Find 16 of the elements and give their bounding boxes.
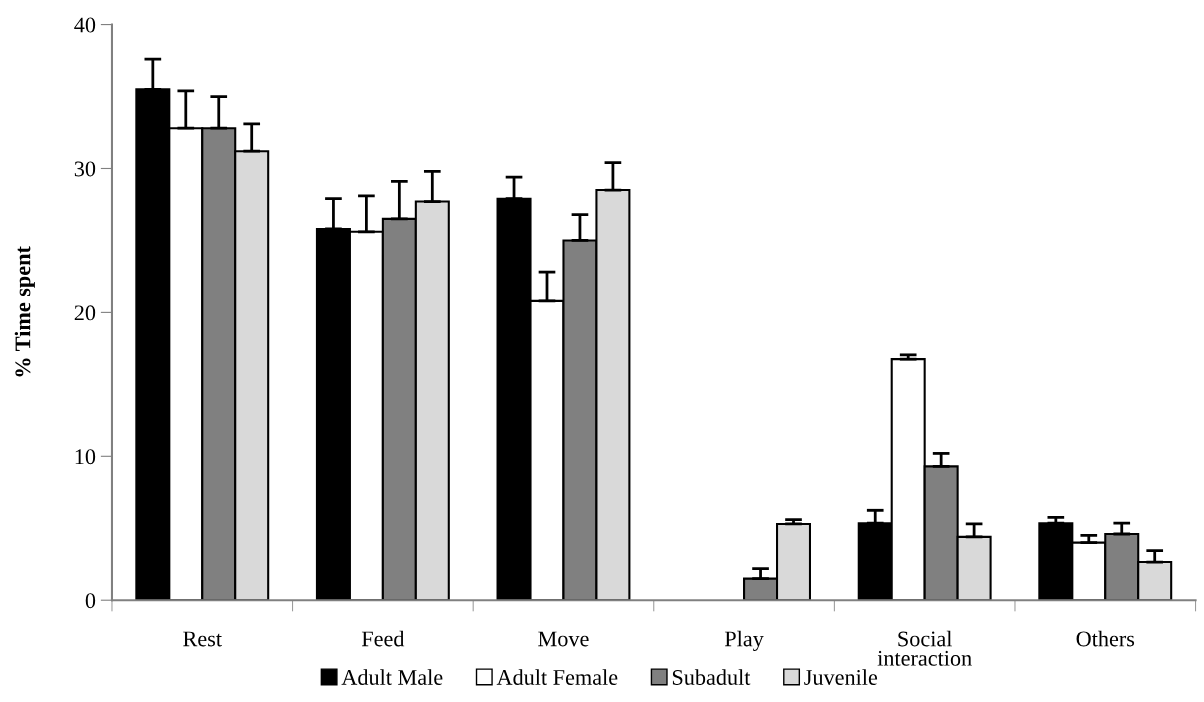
legend-label: Subadult bbox=[672, 669, 751, 685]
x-tick-label: Rest bbox=[183, 631, 222, 647]
x-tick-label: Move bbox=[538, 631, 589, 647]
legend-label: Adult Female bbox=[496, 669, 618, 685]
y-tick-label: 40 bbox=[74, 17, 96, 33]
x-tick-label: Others bbox=[1076, 630, 1135, 647]
x-tick-label: Feed bbox=[361, 630, 405, 647]
x-tick-label: Social interaction bbox=[877, 630, 972, 666]
y-tick-label: 30 bbox=[74, 161, 96, 177]
legend-label: Juvenile bbox=[804, 669, 878, 685]
x-tick-label: Play bbox=[724, 630, 764, 651]
y-axis-title: % Time spent bbox=[14, 246, 35, 377]
y-tick-label: 10 bbox=[75, 449, 96, 465]
legend-label: Adult Male bbox=[341, 669, 443, 685]
y-tick-label: 0 bbox=[85, 593, 96, 609]
y-tick-label: 20 bbox=[74, 305, 96, 321]
